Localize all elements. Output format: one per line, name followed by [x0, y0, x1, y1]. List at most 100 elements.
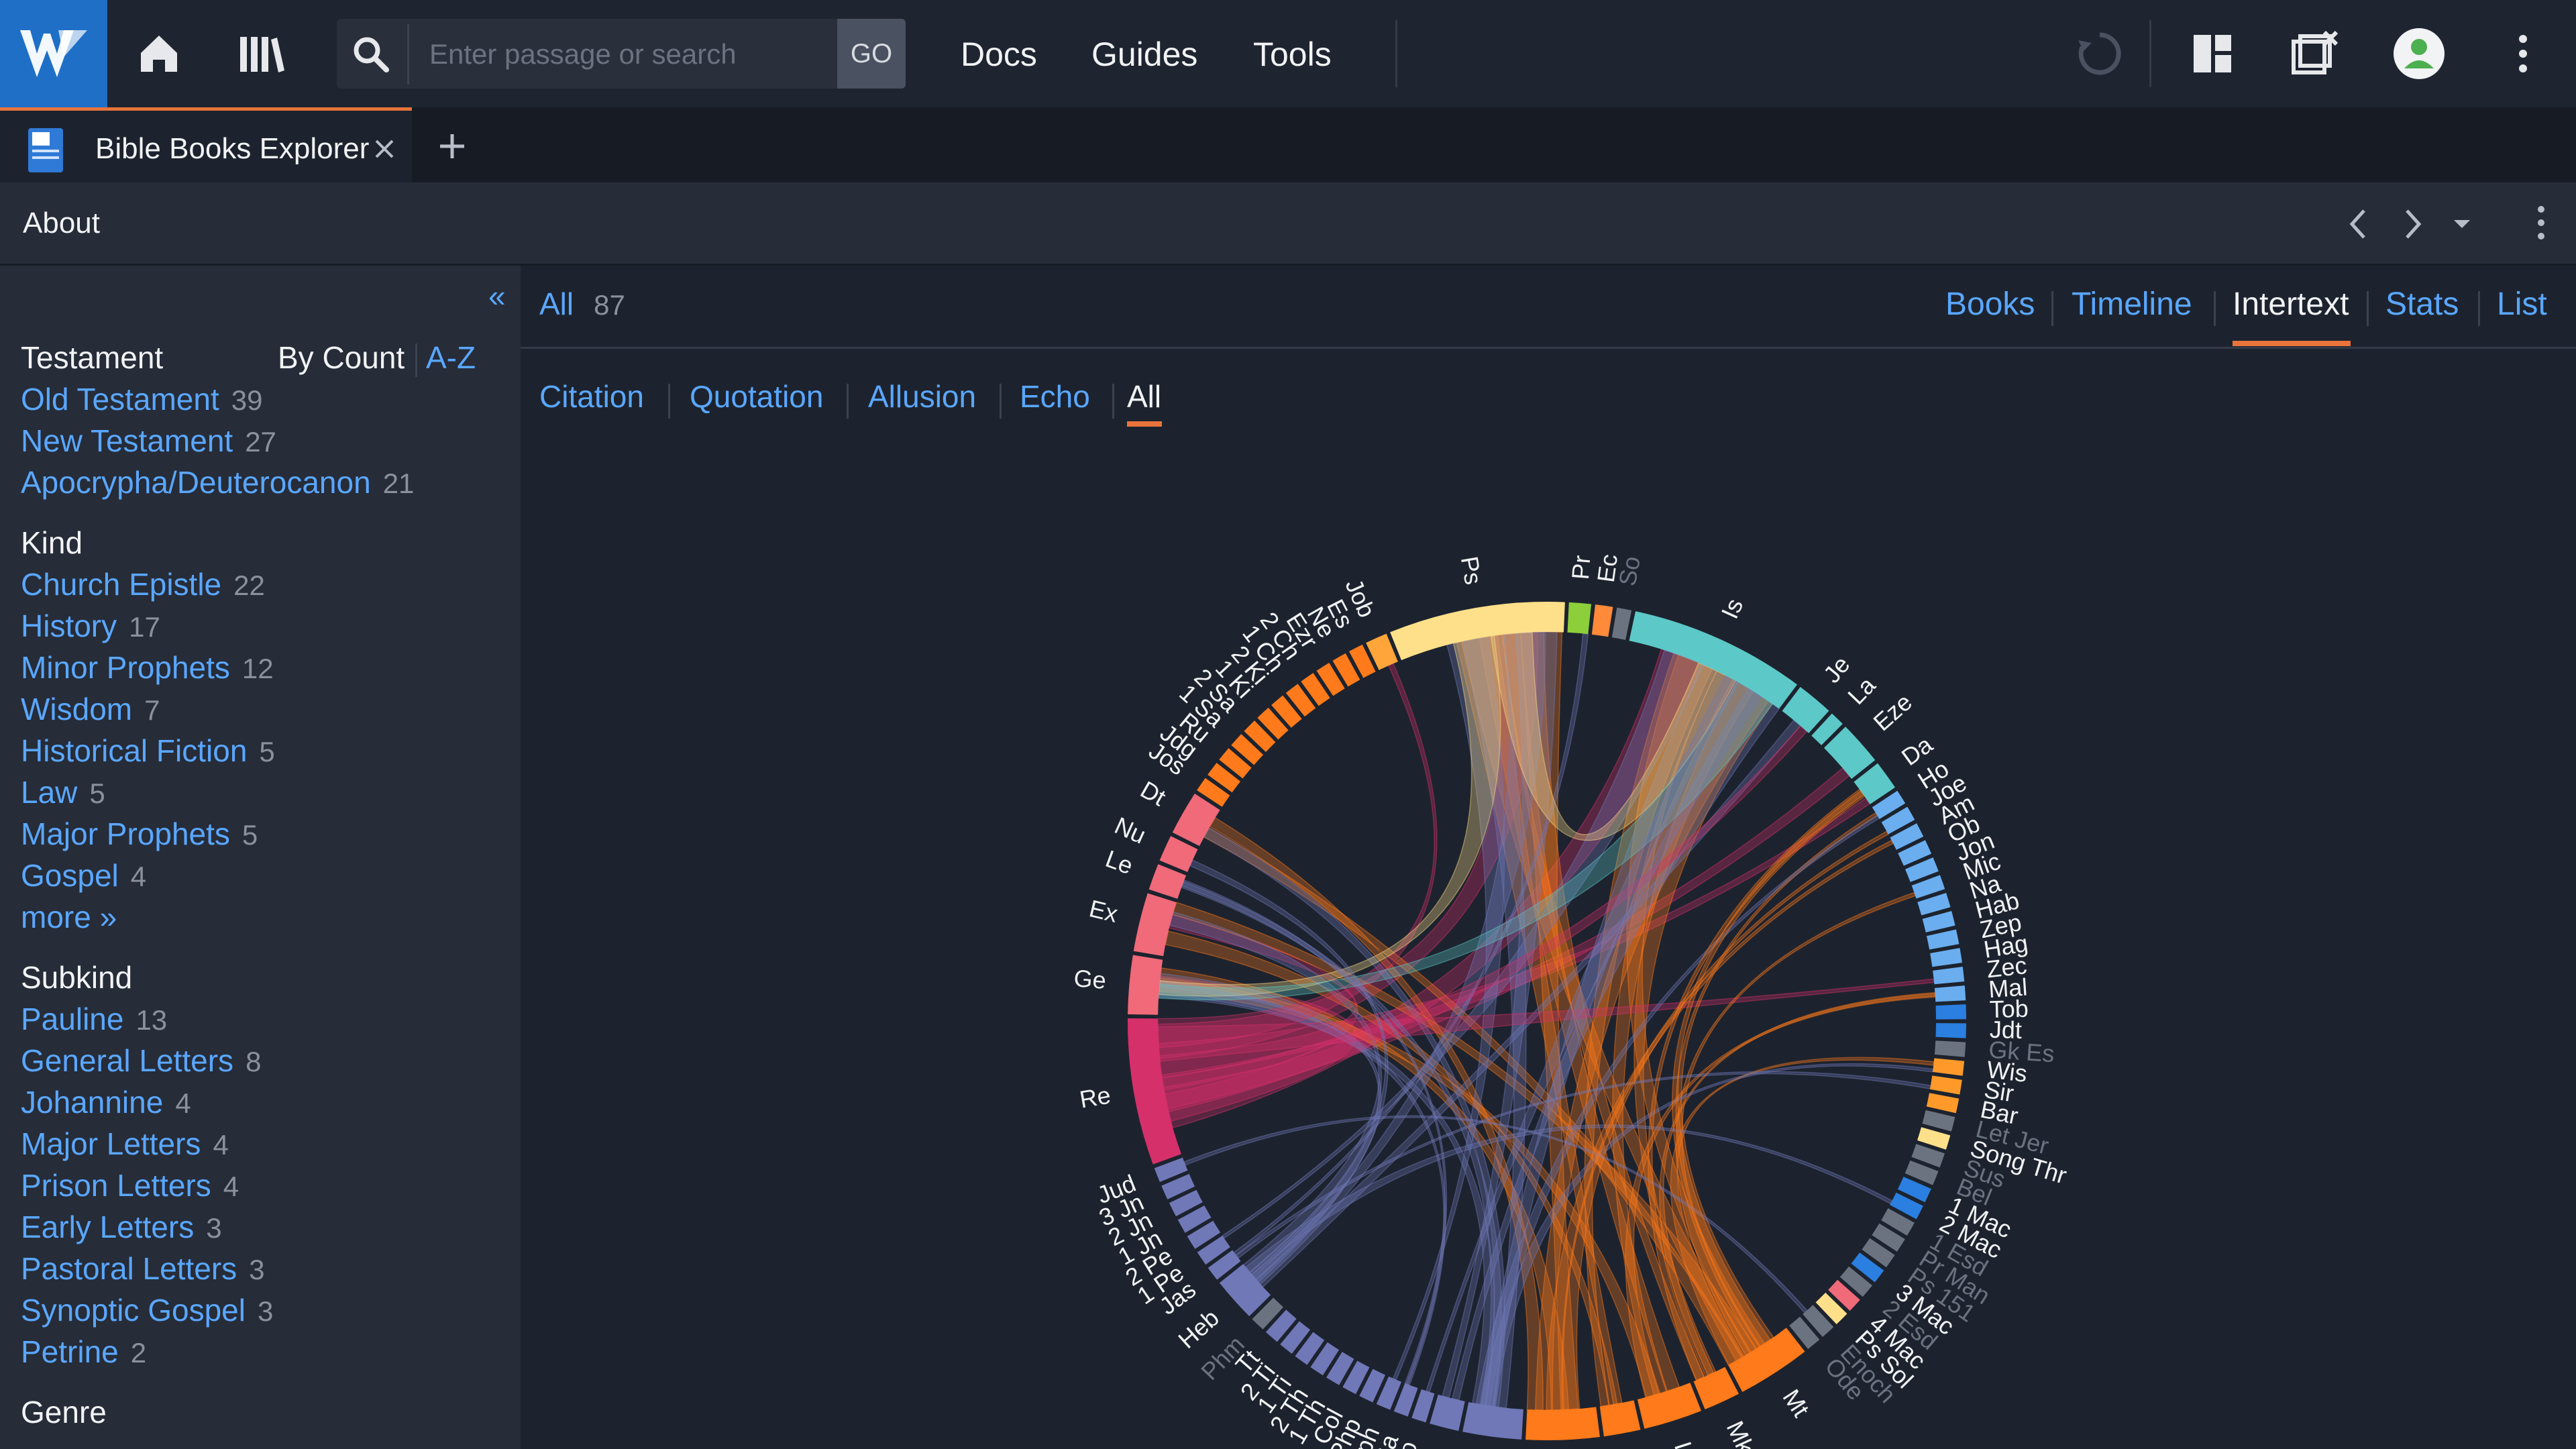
chord-arc[interactable]	[1933, 1058, 1965, 1076]
facet-item[interactable]: Pastoral Letters 3	[21, 1250, 265, 1287]
chord-arc[interactable]	[1525, 1407, 1600, 1440]
chord-arc[interactable]	[1133, 893, 1177, 957]
chord-arc[interactable]	[1824, 727, 1876, 780]
chord-label[interactable]: Gk Es	[1988, 1036, 2055, 1068]
facet-item[interactable]: New Testament 27	[21, 423, 276, 459]
chord-arc[interactable]	[1839, 1266, 1873, 1297]
facet-item[interactable]: Petrine 2	[21, 1334, 146, 1370]
chord-label[interactable]: Zec	[1985, 951, 2028, 983]
chord-arc[interactable]	[1390, 602, 1565, 661]
search-input[interactable]	[407, 24, 840, 85]
chord-arc[interactable]	[1599, 1400, 1641, 1437]
chord-arc[interactable]	[1930, 1075, 1962, 1095]
close-icon[interactable]	[374, 139, 394, 159]
collapse-sidebar-button[interactable]: «	[488, 278, 506, 313]
chord-arc[interactable]	[1917, 1127, 1951, 1150]
chord-arc[interactable]	[1128, 1018, 1181, 1165]
chord-ribbon[interactable]	[1519, 631, 1579, 1411]
chord-arc[interactable]	[1930, 948, 1962, 967]
facet-item[interactable]: Minor Prophets 12	[21, 649, 274, 686]
chord-arc[interactable]	[1208, 763, 1241, 793]
chord-arc[interactable]	[1693, 1366, 1739, 1409]
chord-ribbon[interactable]	[1157, 978, 1935, 1062]
chord-ribbon[interactable]	[1169, 911, 1383, 1274]
sort-a-z[interactable]: A-Z	[426, 340, 476, 375]
chord-arc[interactable]	[1881, 806, 1915, 835]
chord-arc[interactable]	[1208, 1250, 1241, 1280]
chord-arc[interactable]	[1280, 1321, 1311, 1354]
chevron-down-icon[interactable]	[2453, 219, 2471, 229]
chord-arc[interactable]	[1430, 1394, 1465, 1431]
facet-item[interactable]: Pauline 13	[21, 1001, 167, 1037]
chord-arc[interactable]	[1637, 1383, 1702, 1429]
chord-label[interactable]: Dt	[1136, 775, 1171, 811]
chord-ribbon[interactable]	[1181, 881, 1502, 1407]
chord-arc[interactable]	[1285, 684, 1316, 717]
filter-all[interactable]: All	[1127, 379, 1162, 414]
tab-timeline[interactable]: Timeline	[2072, 286, 2192, 322]
facet-item[interactable]: Church Epistle 22	[21, 566, 265, 602]
chord-arc[interactable]	[1591, 604, 1613, 637]
about-link[interactable]: About	[23, 207, 100, 239]
chord-ribbon[interactable]	[1233, 633, 1589, 1256]
more-link[interactable]: more »	[21, 899, 117, 935]
chord-arc[interactable]	[1567, 602, 1592, 635]
chord-label[interactable]: Sir	[1982, 1075, 2016, 1107]
chord-ribbon[interactable]	[1546, 839, 1894, 1411]
facet-item[interactable]: Synoptic Gospel 3	[21, 1292, 273, 1328]
chord-label[interactable]: Mal	[1988, 973, 2029, 1003]
chord-arc[interactable]	[1172, 794, 1220, 847]
facet-item[interactable]: Wisdom 7	[21, 691, 160, 727]
chord-arc[interactable]	[1934, 1040, 1966, 1057]
chord-ribbon[interactable]	[1244, 1124, 1893, 1276]
chord-arc[interactable]	[1904, 1160, 1939, 1185]
chord-arc[interactable]	[1169, 1189, 1203, 1217]
chord-arc[interactable]	[1219, 748, 1252, 779]
chord-label[interactable]: Tob	[1989, 995, 2029, 1023]
chord-arc[interactable]	[1301, 673, 1330, 706]
chord-arc[interactable]	[1890, 823, 1924, 850]
chord-label[interactable]: Le	[1102, 845, 1137, 879]
chord-label[interactable]: Mt	[1778, 1385, 1815, 1422]
facet-item[interactable]: Johannine 4	[21, 1084, 191, 1120]
app-logo[interactable]	[0, 0, 107, 107]
chord-arc[interactable]	[1342, 1360, 1370, 1395]
chord-ribbon[interactable]	[1158, 977, 1661, 1398]
chord-ribbon[interactable]	[1675, 892, 1917, 1356]
chord-label[interactable]: Ec	[1592, 552, 1623, 584]
chord-label[interactable]: Ps	[1456, 554, 1488, 586]
go-button[interactable]: GO	[837, 19, 906, 89]
chord-arc[interactable]	[1376, 1376, 1402, 1410]
chord-ribbon[interactable]	[1612, 670, 1754, 1396]
facet-item[interactable]: Law 5	[21, 774, 105, 810]
tab-list[interactable]: List	[2497, 286, 2547, 322]
chord-arc[interactable]	[1187, 1220, 1221, 1249]
tab-intertext[interactable]: Intertext	[2233, 286, 2349, 322]
chord-arc[interactable]	[1462, 1402, 1523, 1440]
chord-arc[interactable]	[1782, 687, 1829, 733]
chord-arc[interactable]	[1881, 1208, 1915, 1236]
chord-arc[interactable]	[1611, 607, 1632, 640]
chord-label[interactable]: Ex	[1087, 894, 1121, 928]
chord-label[interactable]: Pr	[1566, 554, 1596, 580]
chord-arc[interactable]	[1326, 1352, 1354, 1385]
chord-arc[interactable]	[1934, 985, 1966, 1002]
chord-arc[interactable]	[1926, 1093, 1960, 1114]
chord-arc[interactable]	[1177, 1205, 1212, 1233]
panel-menu-icon[interactable]	[2536, 204, 2546, 241]
nav-tools[interactable]: Tools	[1253, 36, 1332, 73]
chord-arc[interactable]	[1935, 1004, 1966, 1020]
chord-ribbon[interactable]	[1164, 648, 1701, 1129]
chord-arc[interactable]	[1244, 720, 1276, 753]
chord-arc[interactable]	[1911, 1144, 1945, 1168]
filter-allusion[interactable]: Allusion	[868, 379, 977, 414]
more-vertical-icon[interactable]	[2493, 23, 2553, 84]
chord-arc[interactable]	[1862, 1238, 1895, 1268]
chord-ribbon[interactable]	[1157, 631, 1538, 1059]
facet-item[interactable]: Major Letters 4	[21, 1126, 229, 1162]
facet-item[interactable]: General Letters 8	[21, 1042, 261, 1079]
facet-item[interactable]: Apocrypha/Deuterocanon 21	[21, 464, 414, 500]
chord-arc[interactable]	[1271, 695, 1302, 728]
add-tab-icon[interactable]	[437, 131, 467, 161]
chord-arc[interactable]	[1219, 1264, 1271, 1317]
